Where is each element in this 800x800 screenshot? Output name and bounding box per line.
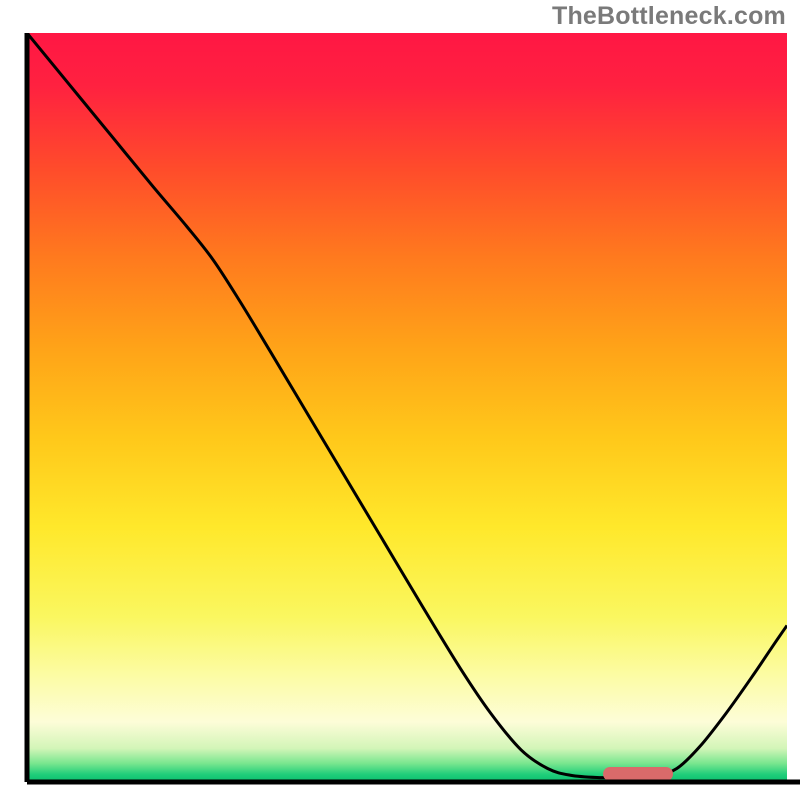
chart-container: TheBottleneck.com <box>0 0 800 800</box>
optimal-range-marker <box>603 767 673 781</box>
watermark-text: TheBottleneck.com <box>552 2 786 31</box>
gradient-background <box>27 33 787 782</box>
bottleneck-chart <box>0 0 800 800</box>
plot-area <box>27 33 787 782</box>
